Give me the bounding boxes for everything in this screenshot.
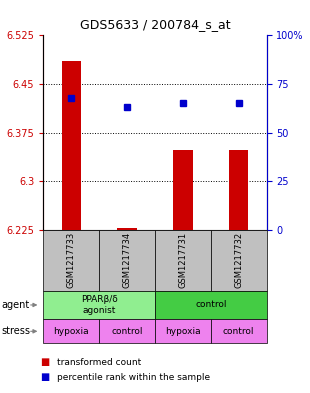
Text: GSM1217734: GSM1217734 [122,232,132,288]
Bar [62,61,81,230]
Text: hypoxia: hypoxia [54,327,89,336]
Bar [229,150,249,230]
Text: GSM1217733: GSM1217733 [67,232,76,288]
Text: control: control [111,327,143,336]
Text: hypoxia: hypoxia [165,327,201,336]
Text: agent: agent [2,300,30,310]
Text: GDS5633 / 200784_s_at: GDS5633 / 200784_s_at [80,18,230,31]
Text: GSM1217732: GSM1217732 [234,232,243,288]
Text: transformed count: transformed count [57,358,142,367]
Text: control: control [223,327,255,336]
Text: GSM1217731: GSM1217731 [178,232,188,288]
Bar [173,150,193,230]
Text: ■: ■ [40,357,50,367]
Text: PPARβ/δ
agonist: PPARβ/δ agonist [81,295,117,315]
Bar [117,228,137,230]
Text: ■: ■ [40,372,50,382]
Text: percentile rank within the sample: percentile rank within the sample [57,373,210,382]
Text: stress: stress [2,326,31,336]
Text: control: control [195,301,227,309]
